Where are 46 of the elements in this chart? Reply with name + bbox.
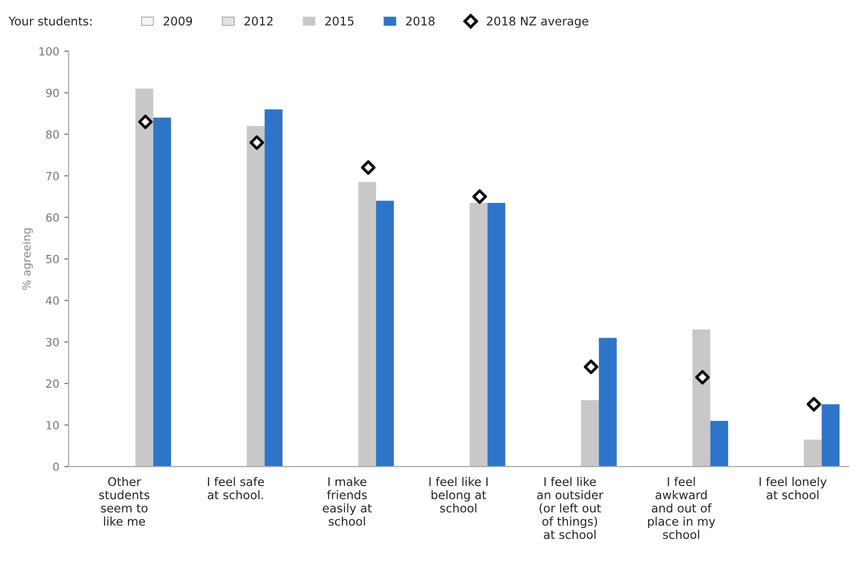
bar [710, 420, 728, 467]
legend-label: 2018 NZ average [486, 16, 588, 28]
point [806, 396, 822, 412]
point [472, 189, 487, 204]
x-tick-label: I feel safe at school. [208, 476, 264, 500]
y-tick-label: 100 [40, 47, 59, 56]
bar [358, 182, 376, 467]
legend-label: 2018 [406, 16, 434, 26]
x-tick-label: I feel like an outsider (or left out of things) at school [537, 476, 604, 539]
point [250, 135, 264, 150]
y-tick-label: 10 [46, 421, 59, 430]
legend-label: 2009 [164, 16, 192, 26]
bar [470, 202, 488, 467]
bar [135, 88, 154, 467]
bar [153, 118, 172, 467]
bar [376, 200, 394, 467]
x-tick-label: I feel lonely at school [760, 476, 827, 500]
y-tick-label: 50 [46, 254, 59, 264]
point [360, 160, 376, 175]
y-tick-label: 60 [46, 213, 59, 222]
y-tick-label: 0 [53, 462, 59, 471]
bar [581, 400, 599, 467]
bar [598, 338, 617, 467]
legend-label: 2012 [244, 16, 272, 26]
bar [487, 202, 506, 467]
point [584, 360, 598, 374]
y-axis-title: % agreeing [22, 228, 33, 290]
legend-label: 2015 [325, 16, 354, 26]
y-tick-label: 70 [46, 172, 59, 180]
bar [264, 109, 282, 467]
point [138, 114, 153, 130]
y-tick-label: 90 [46, 88, 59, 98]
y-tick-label: 20 [46, 379, 59, 388]
y-tick-label: 40 [46, 296, 59, 305]
legend-title: Your students: [8, 16, 92, 26]
bar [804, 440, 822, 467]
x-tick-label: I feel awkward and out of place in my school [648, 476, 716, 539]
x-tick-label: I feel like I belong at school [429, 476, 488, 513]
bar [822, 404, 840, 467]
y-tick-label: 80 [46, 130, 59, 139]
x-tick-label: Other students seem to like me [99, 476, 150, 526]
y-tick-label: 30 [46, 338, 59, 346]
bar [246, 126, 265, 467]
point [695, 370, 710, 385]
x-tick-label: I make friends easily at school [322, 476, 372, 526]
bar [692, 330, 710, 467]
